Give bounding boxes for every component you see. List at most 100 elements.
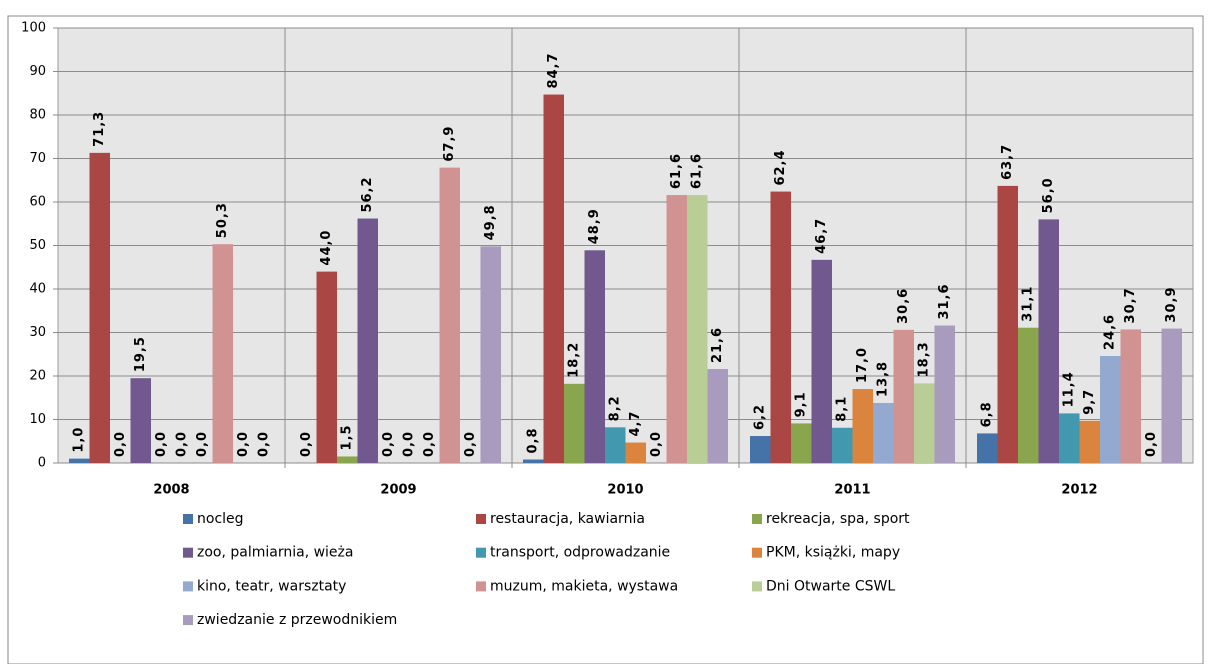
- bar: [89, 152, 110, 463]
- bar: [1100, 355, 1121, 463]
- bar: [130, 378, 151, 463]
- y-tick-label: 0: [38, 456, 46, 471]
- y-tick-label: 20: [29, 369, 46, 384]
- value-label: 18,2: [567, 342, 582, 378]
- legend-label: transport, odprowadzanie: [490, 545, 670, 561]
- bar: [584, 250, 605, 463]
- bar: [1120, 329, 1141, 463]
- bar: [997, 185, 1018, 463]
- value-label: 61,6: [690, 153, 705, 189]
- x-tick-label: 2009: [380, 483, 416, 498]
- value-label: 9,7: [1082, 389, 1097, 415]
- value-label: 17,0: [855, 347, 870, 383]
- value-label: 44,0: [319, 230, 334, 266]
- value-label: 8,1: [835, 396, 850, 422]
- bar: [977, 433, 998, 463]
- legend-label: zoo, palmiarnia, wieża: [197, 545, 353, 561]
- legend-swatch: [476, 547, 486, 558]
- bar: [852, 389, 873, 463]
- legend-swatch: [752, 547, 762, 558]
- legend-swatch: [183, 547, 193, 558]
- x-tick-label: 2008: [153, 483, 189, 498]
- value-label: 0,0: [299, 431, 314, 457]
- bar: [873, 402, 894, 463]
- bar: [337, 456, 358, 463]
- value-label: 13,8: [876, 361, 891, 397]
- bar: [1059, 413, 1080, 463]
- bar: [1018, 327, 1039, 463]
- value-label: 4,7: [628, 411, 643, 437]
- value-label: 6,8: [980, 401, 995, 427]
- bar: [605, 427, 626, 463]
- value-label: 0,0: [463, 431, 478, 457]
- y-tick-label: 30: [29, 325, 46, 340]
- value-label: 48,9: [587, 208, 602, 244]
- value-label: 0,0: [401, 431, 416, 457]
- bar: [69, 458, 90, 463]
- x-tick-label: 2012: [1061, 483, 1097, 498]
- legend-label: Dni Otwarte CSWL: [766, 578, 895, 594]
- legend-swatch: [183, 581, 193, 592]
- value-label: 6,2: [753, 404, 768, 430]
- bar: [893, 329, 914, 463]
- bar: [439, 167, 460, 463]
- legend-label: nocleg: [197, 511, 244, 527]
- bar: [1079, 420, 1100, 463]
- bar: [564, 383, 585, 463]
- bar: [357, 218, 378, 463]
- value-label: 49,8: [483, 204, 498, 240]
- value-label: 21,6: [710, 327, 725, 363]
- legend-label: zwiedzanie z przewodnikiem: [197, 612, 397, 628]
- legend-swatch: [752, 514, 762, 524]
- value-label: 0,0: [236, 431, 251, 457]
- value-label: 1,5: [340, 424, 355, 450]
- bar: [1038, 219, 1059, 463]
- value-label: 0,0: [649, 431, 664, 457]
- value-label: 62,4: [773, 149, 788, 185]
- bar: [666, 195, 687, 464]
- bar: [914, 383, 935, 463]
- value-label: 1,0: [72, 427, 87, 453]
- bar: [687, 195, 708, 464]
- y-tick-label: 70: [29, 151, 46, 166]
- legend-label: kino, teatr, warsztaty: [197, 578, 346, 594]
- value-label: 0,0: [195, 431, 210, 457]
- value-label: 9,1: [794, 391, 809, 417]
- value-label: 30,6: [896, 288, 911, 324]
- x-tick-label: 2011: [834, 483, 870, 498]
- value-label: 0,8: [526, 427, 541, 453]
- value-label: 31,1: [1021, 286, 1036, 322]
- legend-swatch: [476, 581, 486, 592]
- value-label: 0,0: [174, 431, 189, 457]
- bar: [750, 436, 771, 463]
- value-label: 56,0: [1041, 177, 1056, 213]
- bar: [543, 94, 564, 464]
- bar: [934, 325, 955, 463]
- bar: [480, 246, 501, 463]
- value-label: 0,0: [154, 431, 169, 457]
- value-label: 50,3: [215, 202, 230, 238]
- value-label: 11,4: [1062, 371, 1077, 407]
- legend-swatch: [183, 615, 193, 626]
- bar: [832, 427, 853, 463]
- legend-label: PKM, książki, mapy: [766, 545, 900, 561]
- bar: [316, 271, 337, 463]
- value-label: 63,7: [1000, 144, 1015, 180]
- bar: [707, 369, 728, 463]
- value-label: 0,0: [381, 431, 396, 457]
- y-tick-label: 100: [21, 21, 46, 36]
- legend-label: muzum, makieta, wystawa: [490, 578, 678, 594]
- value-label: 8,2: [608, 395, 623, 421]
- value-label: 18,3: [917, 341, 932, 377]
- y-tick-label: 10: [29, 412, 46, 427]
- value-label: 30,9: [1164, 287, 1179, 323]
- x-tick-label: 2010: [607, 483, 643, 498]
- value-label: 84,7: [546, 52, 561, 88]
- bar: [625, 442, 646, 463]
- value-label: 0,0: [422, 431, 437, 457]
- y-tick-label: 90: [29, 64, 46, 79]
- legend-swatch: [183, 514, 193, 524]
- value-label: 71,3: [92, 111, 107, 147]
- y-tick-label: 50: [29, 238, 46, 253]
